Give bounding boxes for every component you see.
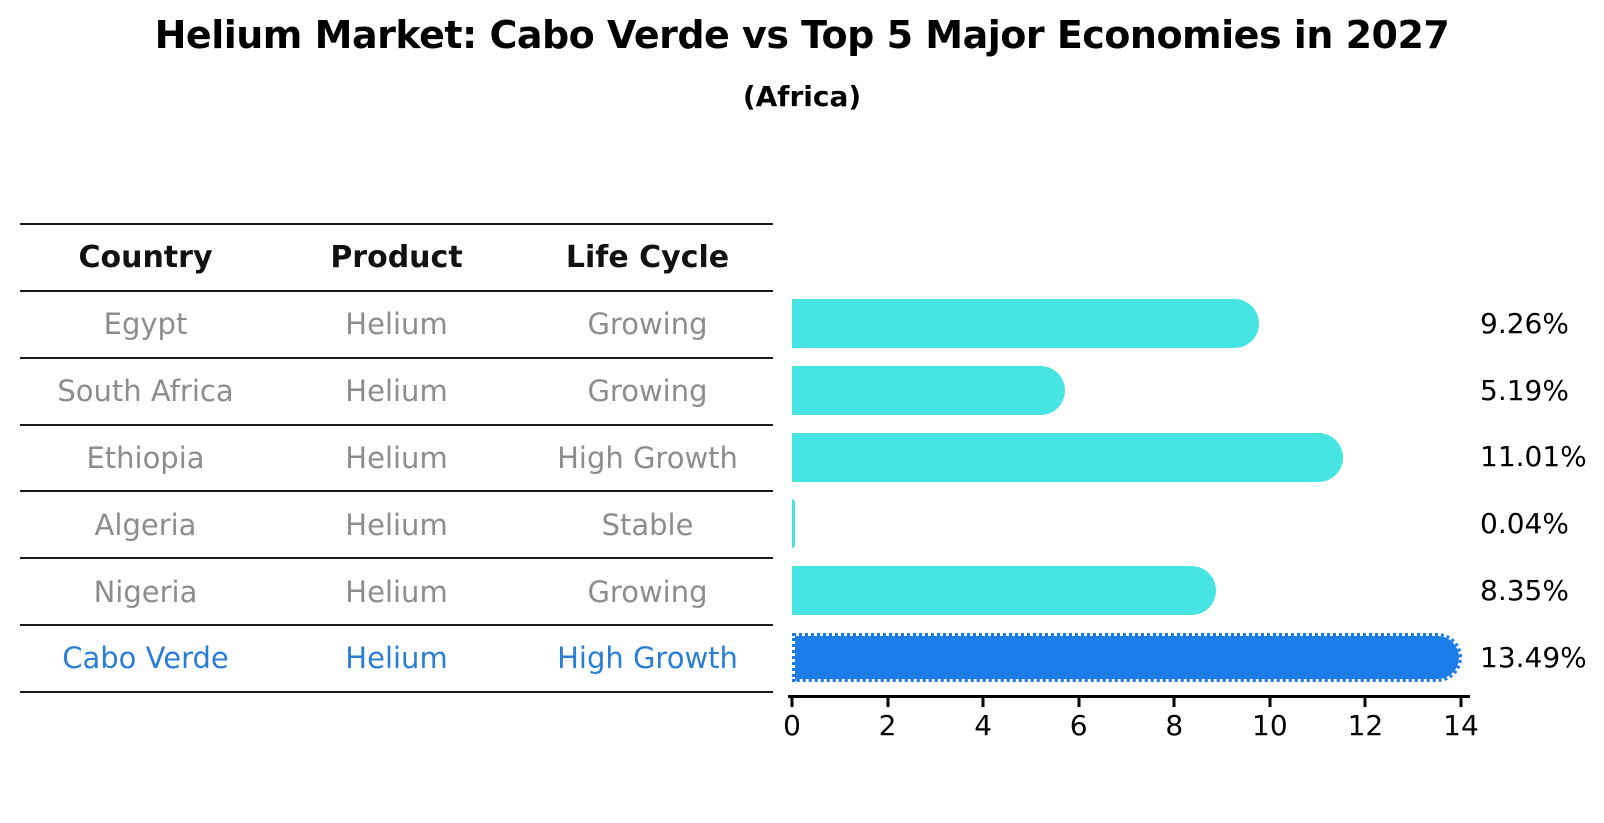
bar-egypt: [792, 299, 1260, 348]
x-tick-label: 0: [783, 709, 801, 742]
table-row-egypt: Egypt Helium Growing: [20, 292, 773, 359]
x-tick: [981, 698, 985, 707]
table-body: Egypt Helium Growing South Africa Helium Grow…: [20, 292, 773, 693]
x-tick: [1077, 698, 1081, 707]
x-tick: [1459, 698, 1463, 707]
cell-product: Helium: [345, 574, 448, 609]
chart-title: Helium Market: Cabo Verde vs Top 5 Major…: [154, 13, 1450, 57]
cell-country: Algeria: [94, 507, 197, 542]
bar-nigeria: [792, 566, 1216, 616]
bar-row-ethiopia: [792, 424, 1461, 491]
table-header-life-cycle: Life Cycle: [565, 240, 730, 275]
cell-product: Helium: [345, 374, 448, 409]
cell-life-cycle: Growing: [587, 574, 708, 609]
cell-life-cycle: Growing: [587, 307, 708, 342]
comparison-table: Country Product Life Cycle Egypt Helium Grow…: [20, 223, 773, 693]
table-row-south-africa: South Africa Helium Growing: [20, 359, 773, 426]
table-header-country: Country: [78, 240, 213, 275]
cell-life-cycle: Growing: [587, 374, 708, 409]
value-labels: 9.26% 5.19% 11.01% 0.04% 8.35% 13.49%: [1480, 290, 1600, 691]
cell-country: Nigeria: [93, 574, 198, 609]
x-tick: [1268, 698, 1272, 707]
x-axis: 0 2 4 6 8 10 12 14: [783, 695, 1479, 755]
x-tick-label: 12: [1347, 709, 1384, 742]
bar-ethiopia: [792, 432, 1344, 482]
value-label-algeria: 0.04%: [1480, 507, 1569, 541]
x-tick-label: 8: [1165, 709, 1184, 742]
cell-country: Ethiopia: [86, 440, 205, 475]
table-row-algeria: Algeria Helium Stable: [20, 492, 773, 560]
cell-product: Helium: [345, 641, 448, 676]
bar-row-cabo-verde: [792, 624, 1462, 691]
x-tick: [790, 698, 794, 707]
table-header-product: Product: [330, 240, 463, 275]
x-tick-label: 4: [974, 709, 993, 742]
x-tick: [886, 698, 890, 707]
x-tick-label: 6: [1069, 709, 1088, 742]
table-header-row: Country Product Life Cycle: [20, 225, 773, 292]
cell-life-cycle: High Growth: [557, 440, 738, 475]
cell-country: South Africa: [57, 374, 234, 409]
chart-subtitle: (Africa): [742, 80, 862, 113]
table-row-cabo-verde: Cabo Verde Helium High Growth: [20, 626, 773, 693]
cell-life-cycle: Stable: [601, 507, 694, 542]
table-row-ethiopia: Ethiopia Helium High Growth: [20, 426, 773, 493]
bar-row-nigeria: [792, 557, 1461, 624]
value-label-egypt: 9.26%: [1480, 306, 1569, 340]
cell-product: Helium: [345, 507, 448, 542]
cell-product: Helium: [345, 440, 448, 475]
bar-algeria: [792, 499, 795, 549]
x-tick-label: 2: [878, 709, 897, 742]
bar-row-algeria: [792, 490, 1461, 557]
table-row-nigeria: Nigeria Helium Growing: [20, 559, 773, 626]
bar-row-south-africa: [792, 357, 1461, 424]
bar-row-egypt: [792, 290, 1461, 357]
x-axis-line: [788, 695, 1470, 698]
cell-product: Helium: [345, 307, 448, 342]
cell-country: Egypt: [103, 307, 188, 342]
value-label-nigeria: 8.35%: [1480, 574, 1569, 608]
bar-chart-area: [792, 290, 1462, 691]
value-label-ethiopia: 11.01%: [1480, 440, 1587, 474]
cell-life-cycle: High Growth: [557, 641, 738, 676]
cell-country: Cabo Verde: [62, 641, 229, 676]
value-label-south-africa: 5.19%: [1480, 373, 1569, 407]
x-tick: [1363, 698, 1367, 707]
bar-cabo-verde: [792, 632, 1462, 682]
x-tick-label: 10: [1252, 709, 1288, 742]
x-tick: [1172, 698, 1176, 707]
value-label-cabo-verde: 13.49%: [1480, 640, 1587, 674]
x-tick-label: 14: [1443, 709, 1479, 742]
bar-south-africa: [792, 365, 1065, 415]
